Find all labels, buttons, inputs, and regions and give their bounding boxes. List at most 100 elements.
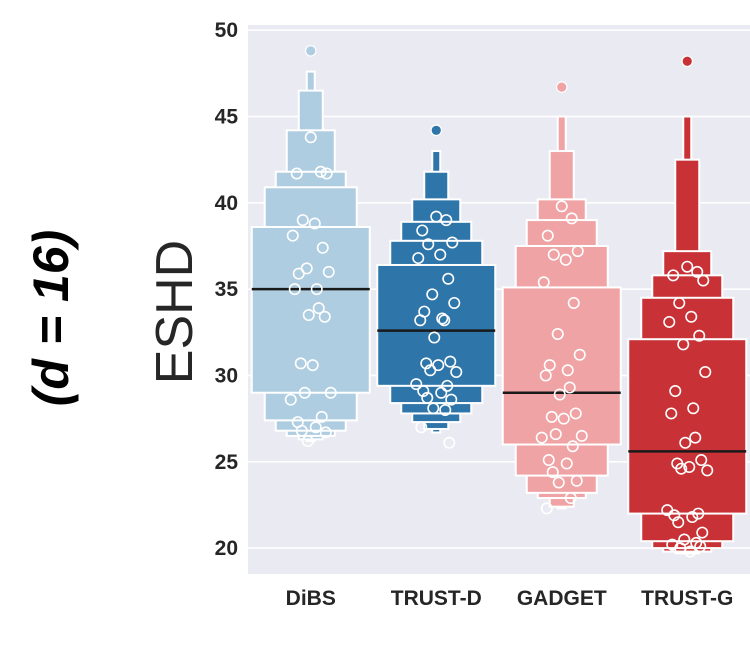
boxen-series (250, 45, 748, 558)
data-point (441, 379, 454, 392)
boxen-box (627, 338, 748, 515)
data-point (570, 474, 583, 487)
boxen-group (250, 45, 371, 448)
data-point (686, 511, 699, 524)
data-point (575, 429, 588, 442)
outlier-point (304, 45, 317, 57)
data-point (314, 165, 327, 178)
data-point (426, 288, 439, 301)
y-axis-label: ESHD (146, 240, 204, 384)
data-point (410, 378, 423, 391)
data-point (555, 200, 568, 213)
data-point (663, 315, 676, 328)
data-point (560, 457, 573, 470)
y-tick-labels: 20 25 30 35 40 45 50 (215, 19, 239, 560)
data-point (687, 402, 700, 415)
y-tick-label: 50 (215, 19, 238, 42)
data-point (324, 386, 337, 399)
data-point (440, 214, 453, 227)
x-tick-labels: DiBS TRUST-D GADGET TRUST-G (286, 587, 734, 610)
data-point (573, 348, 586, 361)
data-point (684, 545, 697, 558)
data-point (564, 492, 577, 505)
data-point (683, 460, 696, 473)
boxen-group (501, 81, 622, 515)
data-point (309, 421, 322, 434)
outlier-point (555, 81, 568, 93)
data-point (571, 245, 584, 258)
data-point (692, 507, 705, 520)
data-point (552, 476, 565, 489)
data-point (697, 274, 710, 287)
data-point (421, 391, 434, 404)
data-point (667, 269, 680, 282)
side-label: (d = 16) (23, 230, 79, 406)
data-point (284, 393, 297, 406)
data-point (286, 229, 299, 242)
x-tick-label: GADGET (517, 587, 607, 610)
y-tick-label: 40 (215, 192, 238, 215)
boxen-box (376, 263, 497, 387)
data-point (679, 436, 692, 449)
data-point (443, 436, 456, 449)
data-point (689, 431, 702, 444)
data-point (559, 253, 572, 266)
data-point (543, 359, 556, 372)
boxen-group (627, 55, 748, 558)
data-point (542, 454, 555, 467)
data-point (545, 410, 558, 423)
data-point (298, 386, 311, 399)
data-point (691, 265, 704, 278)
data-point (567, 296, 580, 309)
data-point (673, 296, 686, 309)
data-point (699, 366, 712, 379)
data-point (695, 454, 708, 467)
data-point (424, 364, 437, 377)
data-point (434, 248, 447, 261)
data-point (690, 536, 703, 549)
boxen-group (376, 124, 497, 449)
data-point (319, 426, 332, 439)
data-point (446, 236, 459, 249)
data-point (438, 314, 451, 327)
data-point (675, 462, 688, 475)
data-point (302, 309, 315, 322)
data-point (665, 407, 678, 420)
data-point (566, 440, 579, 453)
data-point (427, 402, 440, 415)
data-point (316, 241, 329, 254)
data-point (547, 248, 560, 261)
data-point (412, 252, 425, 265)
x-tick-label: TRUST-D (391, 587, 482, 610)
data-point (565, 212, 578, 225)
data-point (304, 131, 317, 144)
data-point (312, 302, 325, 315)
data-point (669, 384, 682, 397)
outlier-point (430, 124, 443, 137)
data-point (301, 435, 314, 448)
data-point (701, 464, 714, 477)
y-tick-label: 45 (215, 106, 239, 129)
data-point (685, 310, 698, 323)
data-point (693, 329, 706, 342)
boxen-box (501, 286, 622, 446)
data-point (296, 214, 309, 227)
y-tick-label: 20 (215, 537, 238, 560)
data-point (563, 381, 576, 394)
data-point (288, 283, 301, 296)
data-point (414, 314, 427, 327)
data-point (537, 276, 550, 289)
data-point (320, 167, 333, 180)
data-point (551, 328, 564, 341)
data-point (292, 267, 305, 280)
data-point (561, 364, 574, 377)
data-point (553, 388, 566, 401)
x-tick-label: TRUST-G (641, 587, 733, 610)
data-point (450, 366, 463, 379)
outlier-point (681, 55, 694, 68)
data-point (546, 466, 559, 479)
y-tick-label: 35 (215, 278, 239, 301)
data-point (415, 421, 428, 434)
data-point (306, 359, 319, 372)
